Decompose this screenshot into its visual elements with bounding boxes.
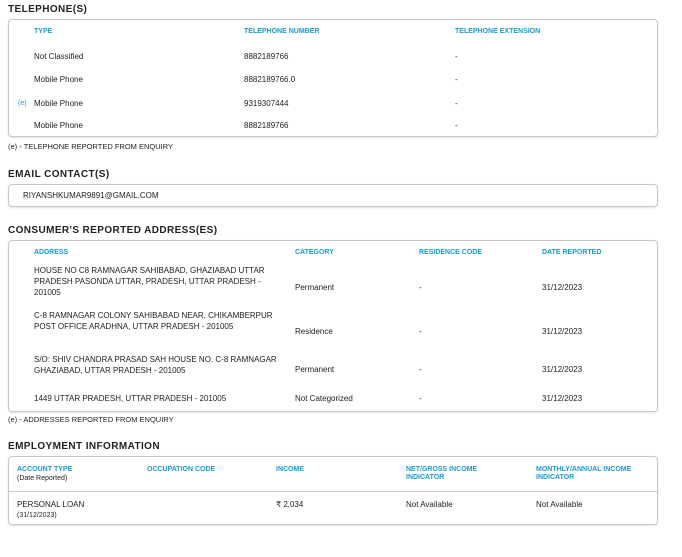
residence-code: - xyxy=(419,365,422,374)
telephone-number: 8882189766 xyxy=(244,52,289,61)
telephone-number: 8882189766 xyxy=(244,121,289,130)
residence-code: - xyxy=(419,394,422,403)
col-occupation-code: OCCUPATION CODE xyxy=(147,466,216,473)
col-monthly-annual: MONTHLY/ANNUAL INCOME INDICATOR xyxy=(536,466,632,481)
account-date: (31/12/2023) xyxy=(17,512,57,519)
col-telephone-extension: TELEPHONE EXTENSION xyxy=(455,28,541,35)
address-text: S/O: SHIV CHANDRA PRASAD SAH HOUSE NO. C… xyxy=(34,355,277,375)
col-residence-code: RESIDENCE CODE xyxy=(419,249,483,256)
date-reported: 31/12/2023 xyxy=(542,394,583,403)
addresses-table: ADDRESS CATEGORY RESIDENCE CODE DATE REP… xyxy=(8,240,658,412)
telephone-type: Mobile Phone xyxy=(34,99,83,108)
col-account-type-sub: (Date Reported) xyxy=(17,475,68,482)
telephone-type: Mobile Phone xyxy=(34,75,83,84)
address-category: Not Categorized xyxy=(295,394,353,403)
col-type: TYPE xyxy=(34,28,53,35)
col-address: ADDRESS xyxy=(34,249,69,256)
col-category: CATEGORY xyxy=(295,249,334,256)
date-reported: 31/12/2023 xyxy=(542,283,583,292)
telephone-type: Mobile Phone xyxy=(34,121,83,130)
net-gross-indicator: Not Available xyxy=(406,500,453,509)
telephone-number: 9319307444 xyxy=(244,99,289,108)
col-net-gross: NET/GROSS INCOME INDICATOR xyxy=(406,466,478,481)
address-text: HOUSE NO C8 RAMNAGAR SAHIBABAD, GHAZIABA… xyxy=(34,266,265,297)
address-text: 1449 UTTAR PRADESH, UTTAR PRADESH - 2010… xyxy=(34,394,227,403)
email-value: RIYANSHKUMAR9891@GMAIL.COM xyxy=(23,191,159,200)
employment-table: ACCOUNT TYPE (Date Reported) OCCUPATION … xyxy=(8,456,658,525)
telephones-footnote: (e) - TELEPHONE REPORTED FROM ENQUIRY xyxy=(8,142,174,151)
telephones-table: TYPE TELEPHONE NUMBER TELEPHONE EXTENSIO… xyxy=(8,19,658,137)
addresses-title: CONSUMER'S REPORTED ADDRESS(ES) xyxy=(8,225,218,236)
date-reported: 31/12/2023 xyxy=(542,327,583,336)
col-account-type: ACCOUNT TYPE xyxy=(17,466,73,473)
telephone-extension: - xyxy=(455,52,458,61)
telephone-type: Not Classified xyxy=(34,52,84,61)
col-date-reported: DATE REPORTED xyxy=(542,249,602,256)
telephone-extension: - xyxy=(455,121,458,130)
address-category: Permanent xyxy=(295,283,335,292)
address-text: C-8 RAMNAGAR COLONY SAHIBABAD NEAR, CHIK… xyxy=(34,311,273,331)
account-type: PERSONAL LOAN xyxy=(17,500,85,509)
date-reported: 31/12/2023 xyxy=(542,365,583,374)
income: ₹ 2,034 xyxy=(276,500,304,509)
residence-code: - xyxy=(419,283,422,292)
telephones-title: TELEPHONE(S) xyxy=(8,4,88,15)
telephone-extension: - xyxy=(455,75,458,84)
col-telephone-number: TELEPHONE NUMBER xyxy=(244,28,320,35)
telephone-number: 8882189766.0 xyxy=(244,75,296,84)
enquiry-marker: (e) xyxy=(18,100,27,107)
divider xyxy=(9,491,657,492)
employment-title: EMPLOYMENT INFORMATION xyxy=(8,441,160,452)
telephone-extension: - xyxy=(455,99,458,108)
monthly-annual-indicator: Not Available xyxy=(536,500,583,509)
address-category: Residence xyxy=(295,327,333,336)
addresses-footnote: (e) - ADDRESSES REPORTED FROM ENQUIRY xyxy=(8,415,174,424)
residence-code: - xyxy=(419,327,422,336)
col-income: INCOME xyxy=(276,466,304,473)
address-category: Permanent xyxy=(295,365,335,374)
email-title: EMAIL CONTACT(S) xyxy=(8,169,110,180)
email-box: RIYANSHKUMAR9891@GMAIL.COM xyxy=(8,184,658,207)
